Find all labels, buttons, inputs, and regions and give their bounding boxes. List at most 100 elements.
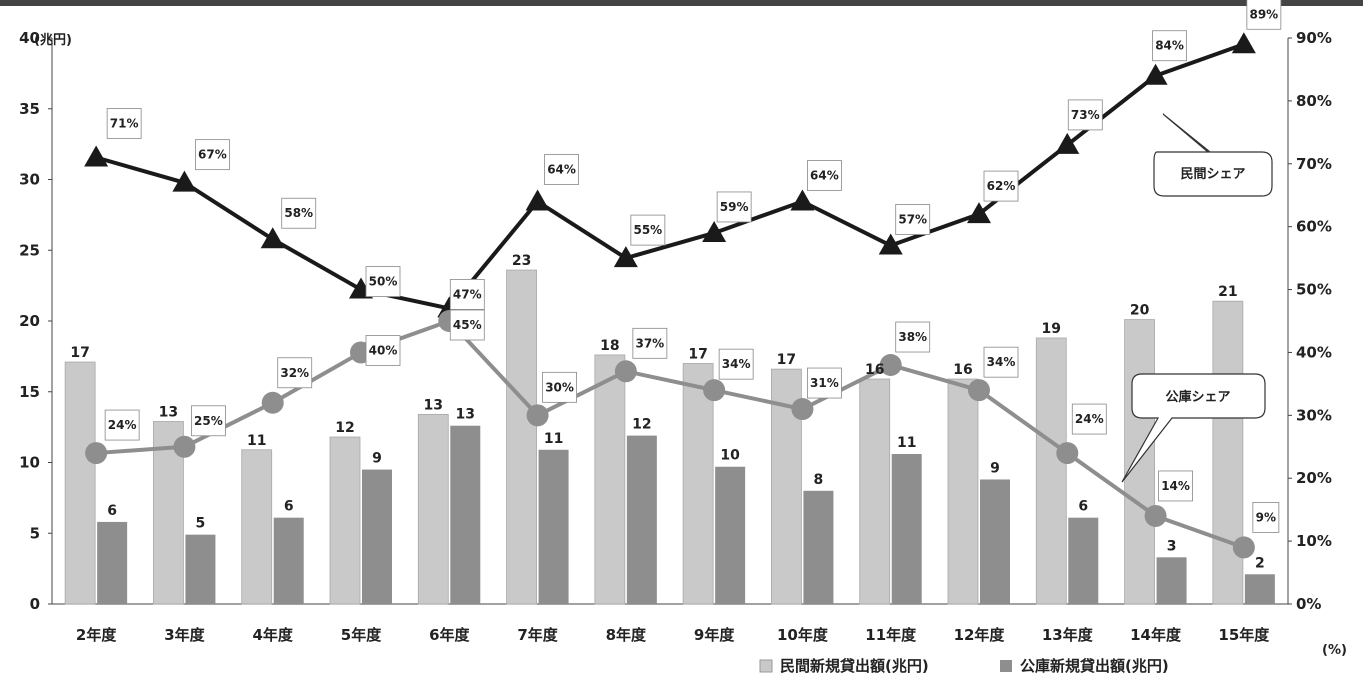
public-share-marker — [85, 442, 108, 465]
left-tick-label: 20 — [19, 312, 40, 330]
right-axis-unit: (%) — [1322, 643, 1347, 658]
private-share-pct-label: 73% — [1071, 108, 1100, 122]
public-share-pct-label: 45% — [453, 318, 482, 332]
bar-private — [1124, 319, 1155, 605]
left-tick-label: 35 — [19, 100, 40, 118]
public-share-pct-label: 40% — [369, 343, 398, 357]
private-share-marker — [613, 246, 638, 268]
right-tick-label: 10% — [1296, 532, 1332, 550]
left-tick-label: 40 — [19, 29, 40, 47]
bar-public-value-label: 9 — [990, 460, 1000, 476]
public-share-pct-box — [1252, 501, 1280, 533]
left-tick-label: 25 — [19, 241, 40, 259]
public-share-marker — [526, 404, 549, 427]
bar-private — [506, 269, 537, 605]
bar-public — [273, 517, 304, 604]
private-share-marker — [525, 189, 550, 211]
private-share-pct-label: 62% — [987, 179, 1016, 193]
private-share-pct-label: 84% — [1155, 39, 1184, 53]
public-share-pct-label: 24% — [1075, 412, 1104, 426]
category-label: 6年度 — [429, 626, 470, 644]
public-share-marker — [791, 398, 814, 421]
bar-private-value-label: 19 — [1042, 321, 1061, 337]
right-tick-label: 30% — [1296, 406, 1332, 424]
bar-private-value-label: 13 — [424, 397, 443, 413]
legend-label-public: 公庫新規貸出額(兆円) — [1020, 657, 1169, 675]
bar-public-value-label: 6 — [107, 503, 117, 519]
private-share-pct-label: 67% — [198, 148, 227, 162]
public-share-marker — [1232, 536, 1255, 559]
private-share-pct-label: 55% — [633, 223, 662, 237]
public-share-marker — [173, 435, 196, 458]
private-share-pct-label: 59% — [720, 200, 749, 214]
private-share-pct-label: 71% — [110, 116, 139, 130]
bar-public-value-label: 11 — [897, 435, 916, 451]
public-share-marker — [703, 379, 726, 402]
left-tick-label: 30 — [19, 171, 40, 189]
bar-public-value-label: 11 — [544, 431, 563, 447]
bar-public-value-label: 2 — [1255, 555, 1265, 571]
public-share-pct-box — [277, 357, 313, 389]
callout-private-share: 民間シェア — [1153, 113, 1273, 197]
right-tick-label: 0% — [1296, 595, 1321, 613]
public-share-pct-label: 25% — [194, 414, 223, 428]
bar-public-value-label: 10 — [720, 448, 740, 464]
private-share-pct-box — [281, 197, 317, 229]
public-share-pct-box — [191, 405, 226, 437]
callout-public-share-label: 公庫シェア — [1165, 389, 1230, 405]
right-tick-label: 20% — [1296, 469, 1332, 487]
public-share-pct-label: 37% — [635, 336, 664, 350]
category-label: 3年度 — [164, 626, 205, 644]
private-share-marker — [84, 145, 109, 167]
bar-private-value-label: 16 — [953, 362, 972, 378]
public-share-marker — [879, 354, 902, 377]
left-tick-label: 5 — [30, 524, 40, 542]
public-share-pct-label: 24% — [108, 418, 137, 432]
public-share-pct-box — [895, 321, 931, 353]
bar-private-value-label: 17 — [777, 352, 796, 368]
bar-public — [97, 521, 128, 604]
bar-public-value-label: 9 — [372, 451, 382, 467]
bar-public-value-label: 12 — [632, 417, 651, 433]
public-share-pct-box — [632, 327, 668, 359]
right-tick-label: 60% — [1296, 218, 1332, 236]
private-share-pct-box — [1067, 99, 1103, 131]
private-share-marker — [1143, 63, 1168, 85]
public-share-pct-box — [983, 346, 1019, 378]
bar-private — [1212, 300, 1244, 605]
private-share-marker — [878, 233, 903, 255]
private-share-pct-box — [1246, 0, 1282, 30]
private-share-pct-label: 89% — [1249, 7, 1278, 21]
bar-public-value-label: 3 — [1167, 538, 1177, 554]
bar-public — [538, 449, 569, 604]
bar-public — [1156, 557, 1187, 604]
public-share-pct-box — [718, 348, 754, 380]
bar-private-value-label: 11 — [247, 433, 266, 449]
private-share-marker — [1055, 132, 1080, 154]
bar-private-value-label: 17 — [688, 346, 707, 362]
bar-private-value-label: 12 — [335, 420, 354, 436]
private-share-pct-box — [630, 214, 666, 246]
right-tick-label: 50% — [1296, 281, 1332, 299]
category-label: 11年度 — [865, 626, 917, 644]
left-tick-label: 10 — [19, 454, 40, 472]
private-share-pct-box — [895, 204, 931, 235]
category-label: 4年度 — [252, 626, 293, 644]
public-share-marker — [614, 360, 637, 383]
public-share-marker — [1144, 504, 1167, 527]
bar-private — [859, 378, 891, 605]
public-share-pct-box — [365, 335, 401, 366]
private-share-pct-box — [449, 279, 485, 310]
bar-private — [329, 436, 361, 605]
category-label: 7年度 — [517, 626, 558, 644]
private-share-marker — [702, 220, 727, 242]
private-share-marker — [967, 202, 991, 224]
right-tick-label: 90% — [1296, 29, 1332, 47]
private-share-marker — [1231, 32, 1256, 54]
private-share-marker — [172, 170, 197, 192]
bar-private — [417, 413, 449, 605]
bar-public — [715, 466, 746, 604]
left-tick-label: 0 — [30, 595, 40, 613]
bar-public — [362, 469, 392, 604]
public-share-pct-box — [542, 371, 577, 403]
